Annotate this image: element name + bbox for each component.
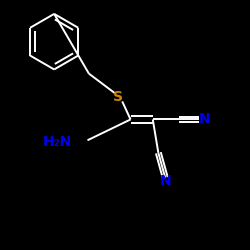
Text: H₂N: H₂N	[43, 135, 72, 149]
Text: N: N	[198, 112, 210, 126]
Text: N: N	[160, 174, 171, 188]
Text: S: S	[113, 90, 123, 104]
